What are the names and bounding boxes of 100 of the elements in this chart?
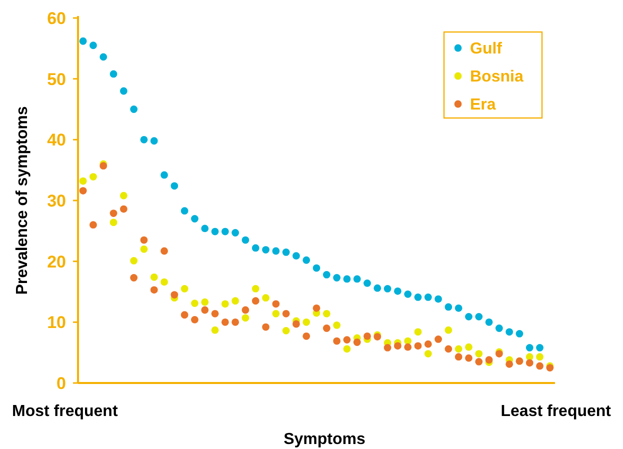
point <box>302 318 310 326</box>
point <box>232 318 240 326</box>
point <box>191 300 198 308</box>
point <box>120 205 128 213</box>
point <box>343 345 351 353</box>
point <box>454 304 462 312</box>
text: Most frequent <box>12 403 118 420</box>
point <box>404 290 412 298</box>
point <box>150 286 158 294</box>
point <box>384 285 392 292</box>
point <box>110 210 118 217</box>
point <box>110 70 118 78</box>
point <box>312 264 320 272</box>
point <box>272 310 280 318</box>
point <box>282 248 290 256</box>
point <box>130 257 138 264</box>
point <box>160 278 168 286</box>
point <box>130 274 138 282</box>
point <box>516 330 524 338</box>
point <box>404 337 412 345</box>
point <box>343 336 351 344</box>
point <box>282 310 290 318</box>
point <box>201 298 209 306</box>
y-tick-label: 60 <box>47 8 66 28</box>
x-axis-title: Symptoms <box>284 431 366 448</box>
point <box>526 359 534 367</box>
point <box>475 350 483 358</box>
point <box>252 285 260 292</box>
point <box>232 229 240 236</box>
point <box>414 342 422 350</box>
point <box>262 246 270 254</box>
point <box>90 221 97 229</box>
point <box>322 324 330 332</box>
y-tick-label: 30 <box>47 191 66 210</box>
point <box>353 338 361 346</box>
point <box>302 332 310 340</box>
y-tick-label: 0 <box>56 374 66 393</box>
y-tick-label: 40 <box>47 130 66 150</box>
point <box>150 273 158 281</box>
text: Least frequent <box>500 403 612 420</box>
point <box>180 311 188 319</box>
point <box>120 87 128 95</box>
point <box>191 316 198 324</box>
point <box>252 244 260 252</box>
point <box>343 275 351 283</box>
point <box>526 344 534 352</box>
point <box>434 336 442 343</box>
point <box>160 171 168 179</box>
point <box>302 256 310 264</box>
point <box>312 304 320 312</box>
point <box>79 177 87 185</box>
point <box>252 297 260 305</box>
point <box>434 295 442 303</box>
point <box>262 294 270 302</box>
y-tick-label: 20 <box>47 252 66 272</box>
point <box>232 297 240 305</box>
point <box>364 332 371 340</box>
y-tick-label: 50 <box>47 70 66 89</box>
point <box>170 291 178 298</box>
point <box>242 314 250 322</box>
point <box>526 353 534 361</box>
point <box>475 358 483 366</box>
legend-label: Bosnia <box>470 68 524 86</box>
point <box>465 343 472 351</box>
point <box>454 345 462 353</box>
point <box>211 326 219 334</box>
point <box>292 320 300 328</box>
point <box>353 275 361 283</box>
point <box>414 294 422 301</box>
point <box>140 245 148 253</box>
point <box>333 274 340 282</box>
point <box>333 322 340 329</box>
point <box>120 192 128 200</box>
point <box>201 224 209 232</box>
point <box>140 236 148 244</box>
point <box>536 362 544 370</box>
point <box>130 106 138 113</box>
point <box>292 252 300 260</box>
point <box>191 215 198 222</box>
point <box>322 310 330 318</box>
point <box>485 318 493 326</box>
point <box>444 345 452 353</box>
point <box>424 294 432 301</box>
point <box>221 318 229 326</box>
point <box>475 312 483 320</box>
point <box>90 173 97 180</box>
point <box>221 300 229 308</box>
point <box>272 247 280 255</box>
point <box>444 303 452 311</box>
point <box>424 340 432 348</box>
point <box>364 280 371 287</box>
point <box>394 287 402 295</box>
point <box>100 53 108 61</box>
point <box>110 218 118 226</box>
point <box>404 343 412 351</box>
point <box>465 354 472 362</box>
point <box>322 271 330 278</box>
point <box>536 344 544 352</box>
y-tick-label: 10 <box>47 313 66 332</box>
point <box>272 300 280 308</box>
